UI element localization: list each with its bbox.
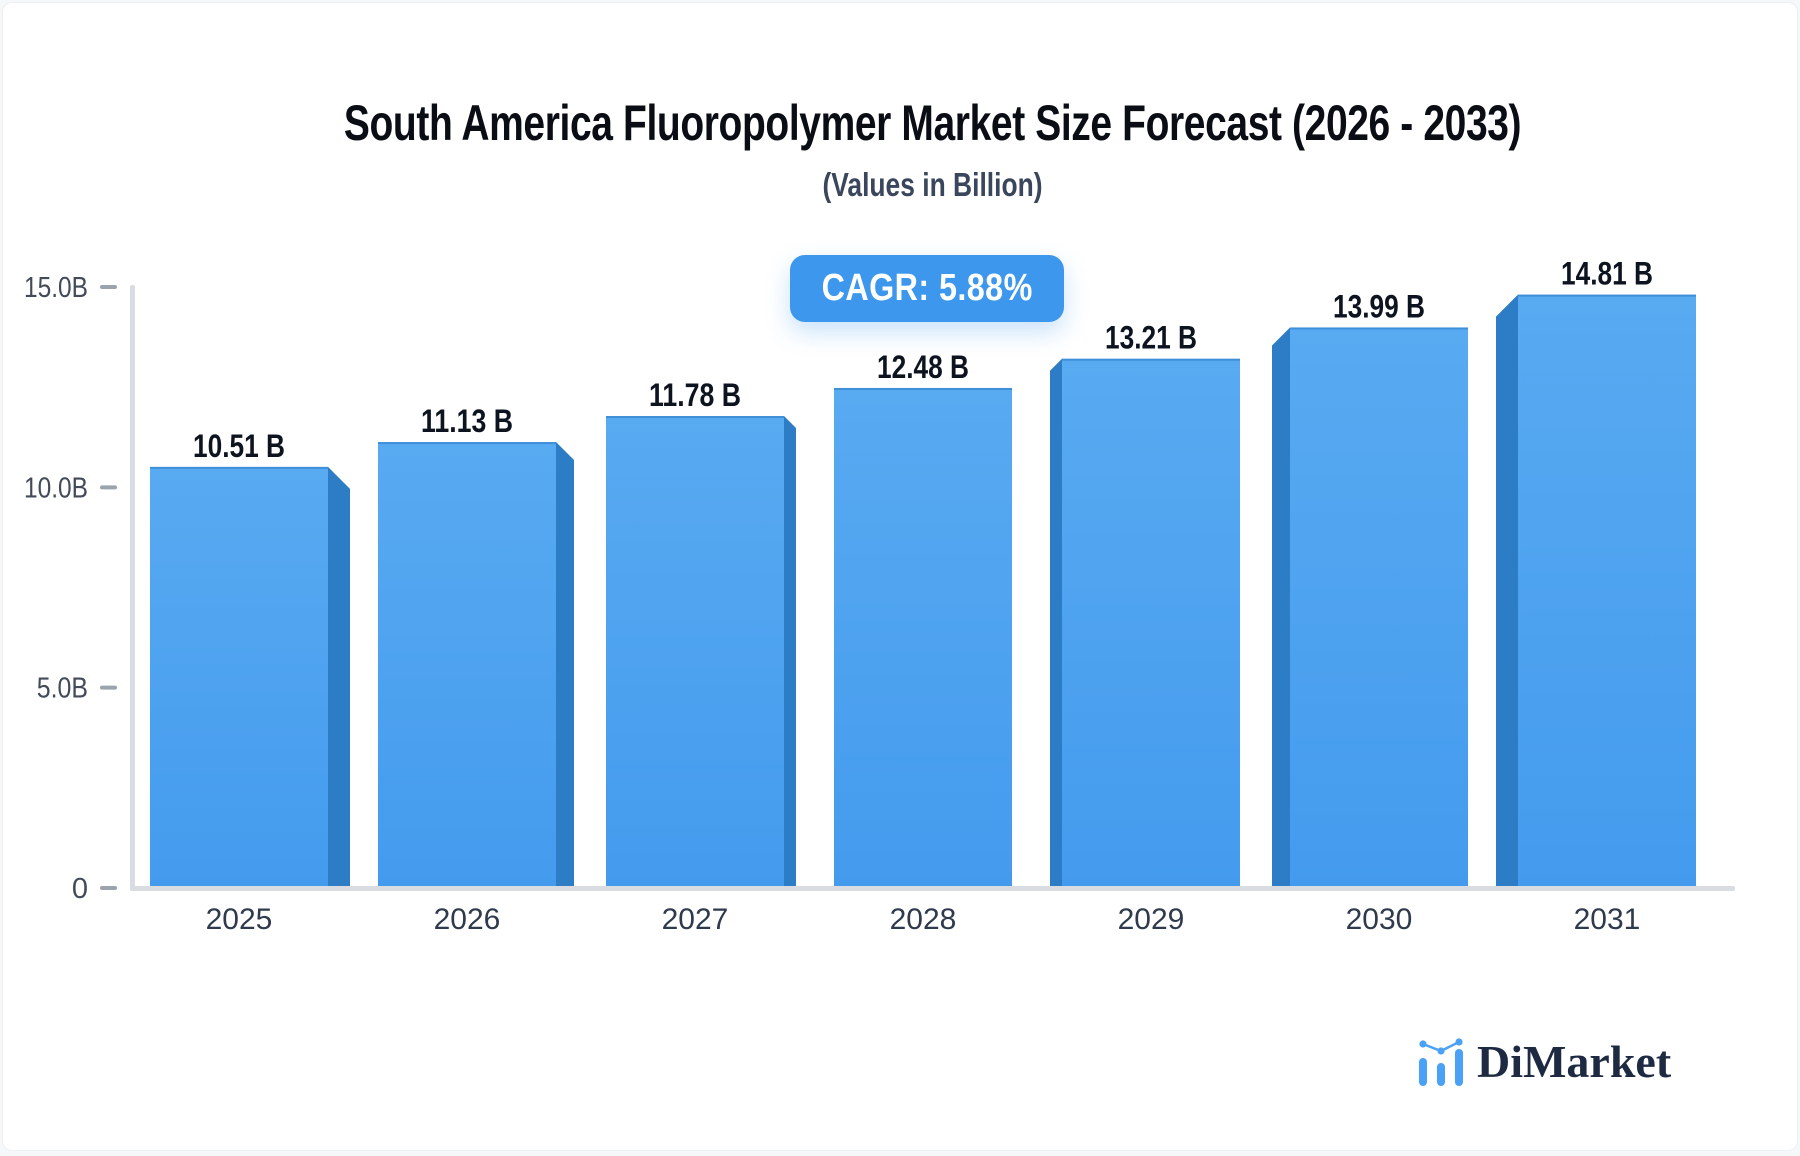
x-axis-label: 2027 [662,903,729,936]
bar-side-face [556,442,574,888]
bar [1290,327,1468,888]
cagr-badge: CAGR: 5.88% [790,255,1064,322]
bar-top-edge [378,442,556,445]
bar [150,466,328,888]
bar-value-label: 13.21 B [1105,320,1197,356]
bar-value-label: 11.13 B [421,403,513,439]
y-tick-label: 15.0B [24,272,88,304]
x-axis-label: 2028 [890,903,957,936]
bar-value-label: 12.48 B [877,349,969,385]
x-axis-label: 2031 [1574,903,1641,936]
y-tick-mark [100,886,117,890]
bar-value-label: 14.81 B [1561,256,1653,292]
dimarket-logo: DiMarket [1418,1036,1671,1086]
chart-subtitle: (Values in Billion) [822,166,1043,203]
x-axis-label: 2030 [1346,903,1413,936]
x-axis-line [130,886,1735,891]
x-axis-label: 2025 [206,903,273,936]
bar-side-face [328,466,350,888]
y-tick-label: 0 [72,873,88,905]
bar-top-edge [150,466,328,469]
y-tick-mark [100,485,117,490]
bar-top-edge [834,387,1012,390]
bar-value-label: 11.78 B [649,377,741,413]
bar-top-edge [1290,327,1468,330]
bar [1062,358,1240,888]
cagr-badge-label: CAGR: 5.88% [821,267,1033,309]
y-axis-line [130,285,135,891]
y-tick-mark [100,285,117,289]
bar-value-label: 10.51 B [193,428,285,464]
y-tick-mark [100,685,117,690]
bar-top-edge [1518,294,1696,297]
logo-text: DiMarket [1477,1035,1672,1087]
bar-side-face [1496,294,1518,888]
bar-side-face [1272,327,1290,888]
bar-top-edge [1062,358,1240,361]
bar-top-edge [606,416,784,419]
bar [606,416,784,888]
y-tick-label: 10.0B [24,472,88,504]
bar [834,387,1012,888]
y-tick-label: 5.0B [37,673,88,705]
chart-header: South America Fluoropolymer Market Size … [130,0,1735,230]
bar-line-chart-icon [1419,1038,1463,1086]
bar-value-label: 13.99 B [1333,288,1425,324]
bar [378,442,556,888]
bar-side-face [1050,358,1062,888]
x-axis-label: 2029 [1118,903,1185,936]
chart-title: South America Fluoropolymer Market Size … [343,95,1522,151]
bar-side-face [784,416,796,888]
x-axis-label: 2026 [434,903,501,936]
bar [1518,294,1696,888]
